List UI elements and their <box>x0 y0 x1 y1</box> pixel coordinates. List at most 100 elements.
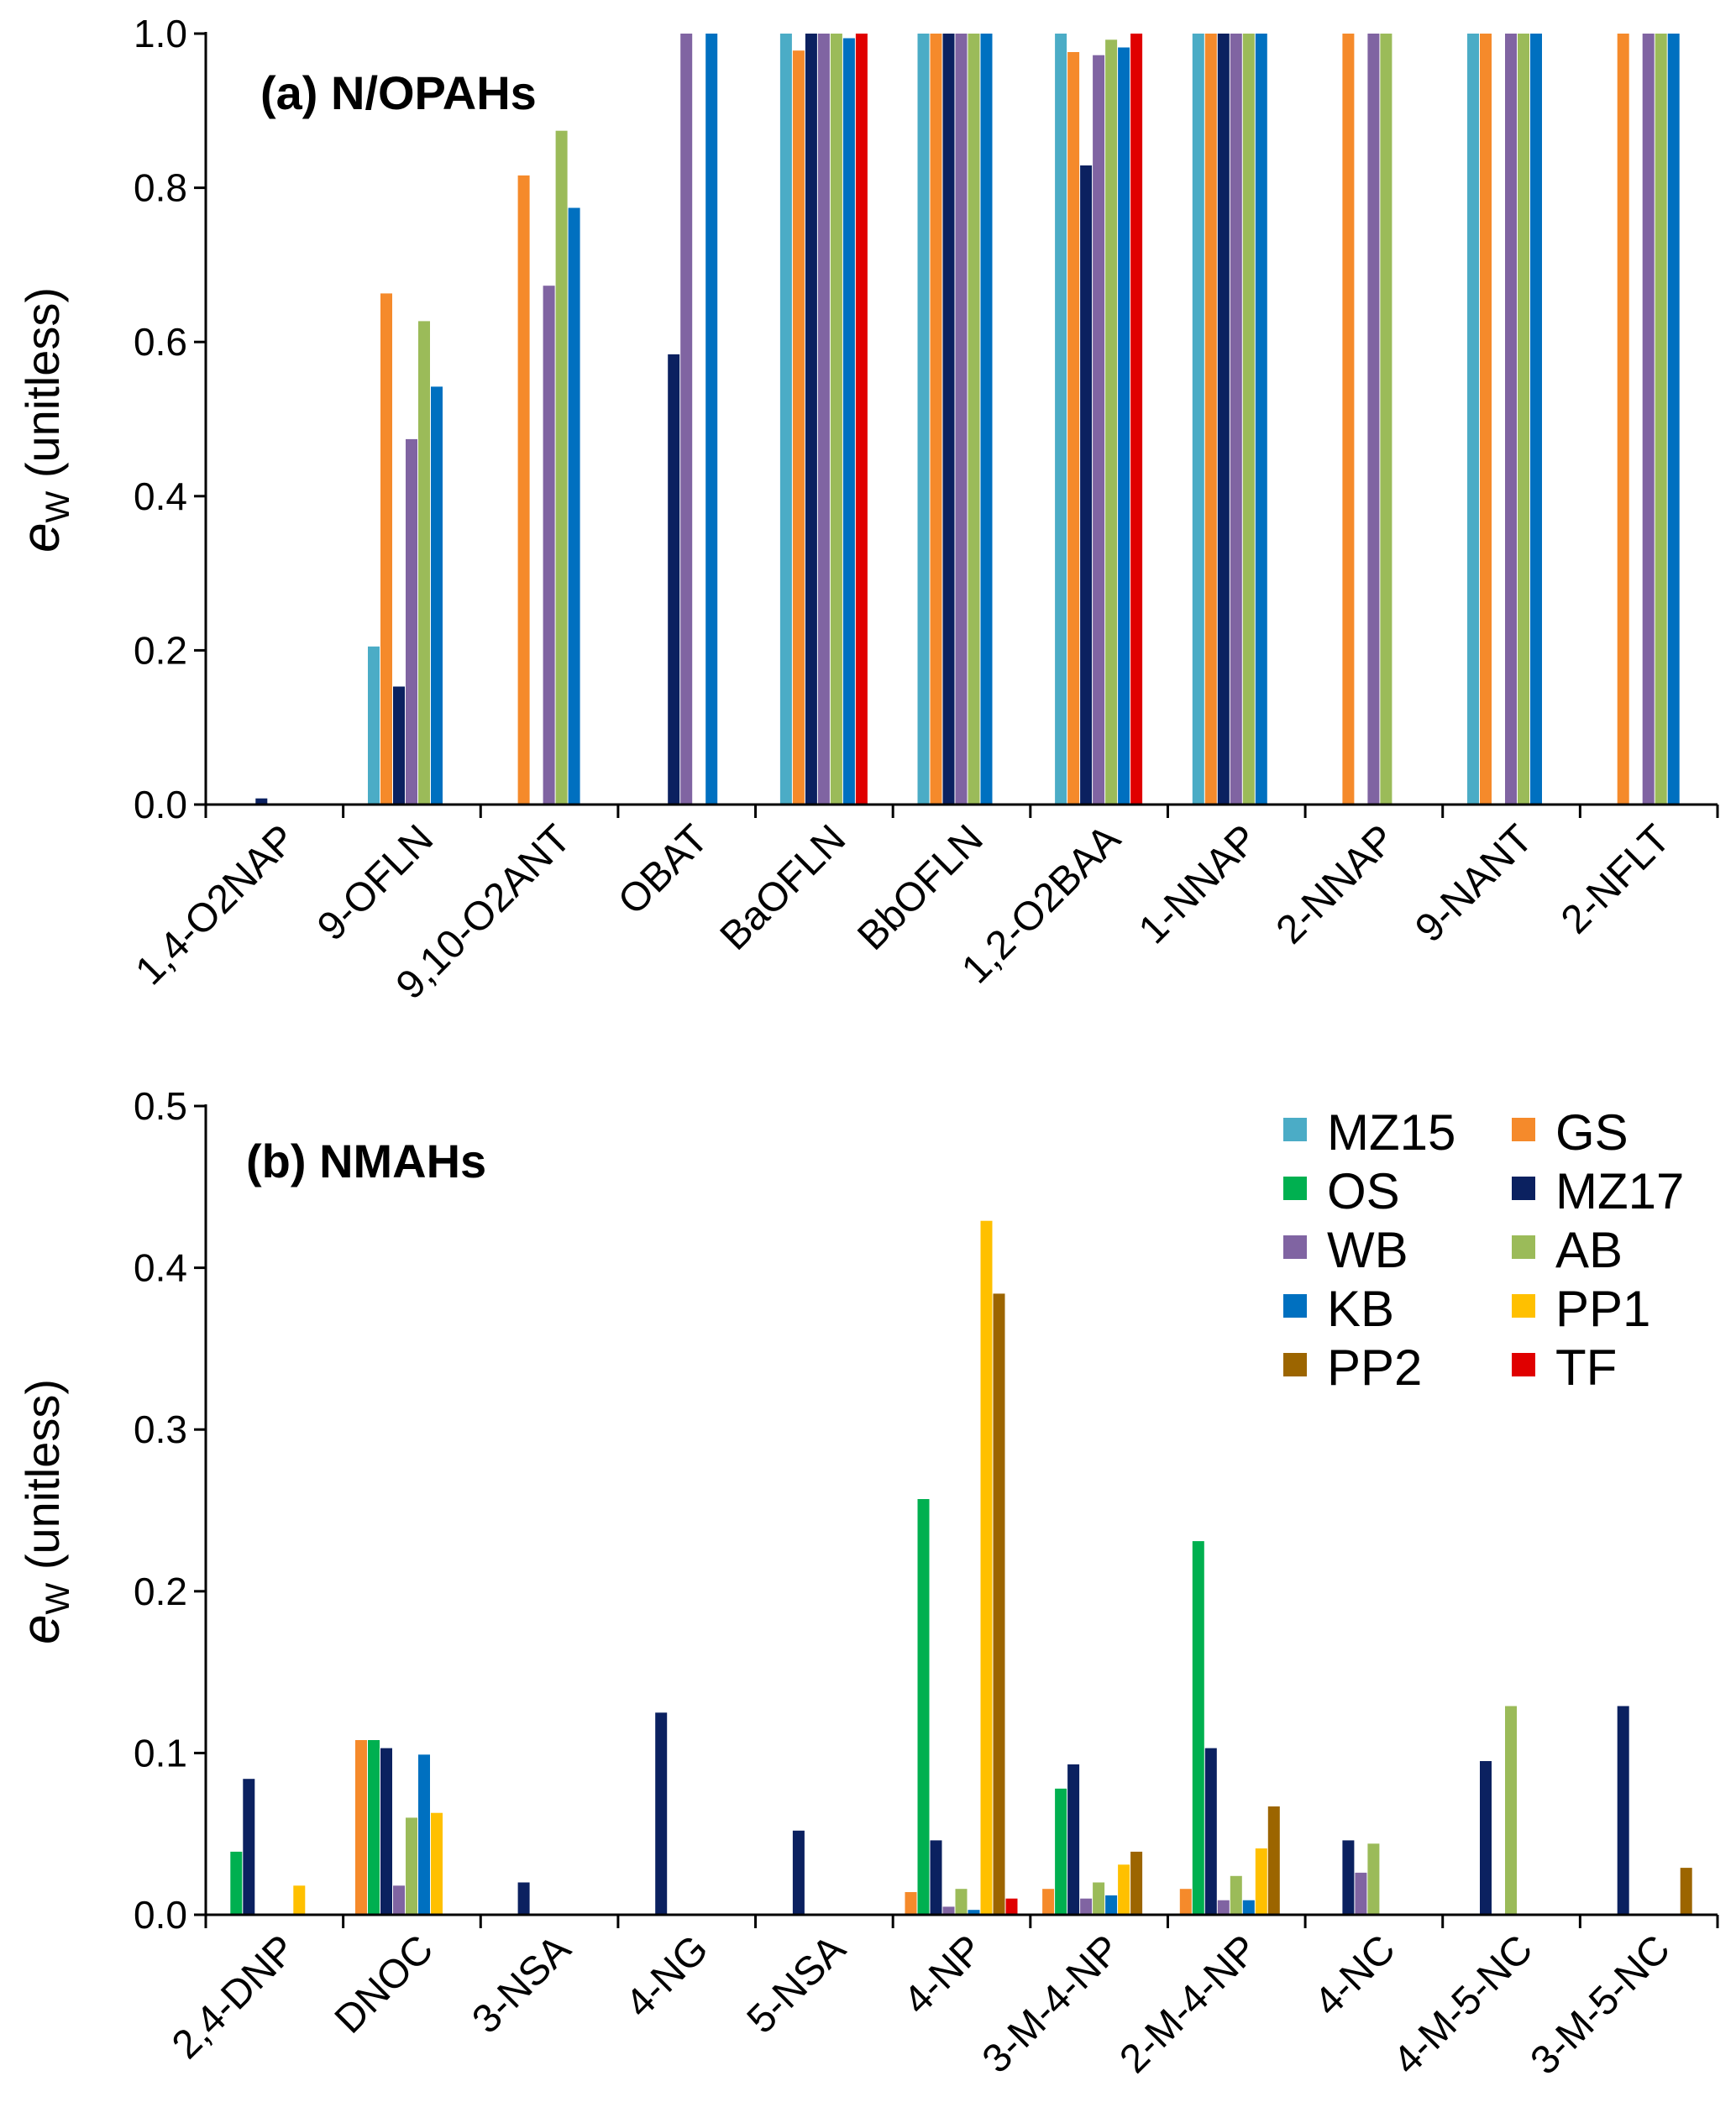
bar-TF-4-NP <box>1005 1898 1018 1915</box>
bar-AB-2-NNAP <box>1380 34 1392 805</box>
x-category-label: 5-NSA <box>739 1927 854 2042</box>
x-category-label: 3-NSA <box>464 1927 579 2042</box>
y-tick-label: 0.1 <box>134 1731 187 1775</box>
bar-AB-4-M-5-NC <box>1505 1706 1517 1915</box>
bar-AB-2-NFLT <box>1655 34 1667 805</box>
bar-MZ17-DNOC <box>380 1748 392 1915</box>
bar-AB-9-OFLN <box>418 321 430 805</box>
bars <box>230 1220 1692 1916</box>
bar-AB-BaOFLN <box>830 34 842 805</box>
bar-AB-3-M-4-NP <box>1093 1882 1105 1915</box>
bar-WB-4-NP <box>942 1906 955 1915</box>
bar-MZ17-3-NSA <box>517 1882 530 1915</box>
bar-KB-BbOFLN <box>980 34 993 805</box>
bar-WB-2-NFLT <box>1642 34 1655 805</box>
bar-WB-OBAT <box>680 34 693 805</box>
bar-MZ17-4-M-5-NC <box>1480 1761 1492 1915</box>
legend-label-AB: AB <box>1555 1222 1623 1278</box>
bar-GS-9-OFLN <box>380 293 392 805</box>
bar-MZ17-BaOFLN <box>805 34 817 805</box>
bar-AB-1,2-O2BAA <box>1105 39 1118 805</box>
panel-b-chart: 0.0 0.1 0.2 0.3 0.4 0.5 2,4-DNP DNOC 3-NSA 4-NG 5-… <box>10 1084 1719 2084</box>
bar-MZ15-1-NNAP <box>1192 34 1204 805</box>
bar-KB-2-NFLT <box>1667 34 1680 805</box>
bar-MZ17-4-NG <box>655 1712 668 1916</box>
bar-MZ17-1,2-O2BAA <box>1080 165 1093 805</box>
y-axis-title: eW (unitless) <box>10 1379 76 1644</box>
x-category-label: 3-M-4-NP <box>974 1927 1130 2082</box>
legend-swatch-OS <box>1283 1177 1307 1200</box>
bar-WB-1-NNAP <box>1230 34 1242 805</box>
bar-WB-2-NNAP <box>1367 34 1380 805</box>
bar-MZ15-9-NANT <box>1467 34 1479 805</box>
bar-AB-4-NC <box>1367 1843 1380 1915</box>
bar-PP1-4-NP <box>980 1220 993 1915</box>
bar-GS-DNOC <box>355 1740 367 1915</box>
x-category-label: 2-NFLT <box>1553 816 1679 942</box>
bar-TF-1,2-O2BAA <box>1130 34 1143 805</box>
y-tick-label: 0.5 <box>134 1084 187 1128</box>
bar-GS-2-M-4-NP <box>1179 1889 1192 1915</box>
bar-AB-DNOC <box>406 1817 417 1915</box>
bar-PP1-2,4-DNP <box>293 1885 306 1915</box>
x-category-label: 4-M-5-NC <box>1385 1927 1541 2083</box>
legend-swatch-MZ17 <box>1512 1177 1535 1200</box>
bar-MZ17-2,4-DNP <box>243 1779 255 1915</box>
bar-GS-3-M-4-NP <box>1042 1889 1055 1915</box>
legend-label-PP2: PP2 <box>1327 1339 1422 1396</box>
bar-WB-4-NC <box>1355 1872 1367 1915</box>
x-category-label: 2-NNAP <box>1268 816 1404 952</box>
bar-PP2-2-M-4-NP <box>1267 1806 1280 1915</box>
panel-title: (b) NMAHs <box>246 1135 486 1187</box>
legend-label-TF: TF <box>1555 1339 1617 1396</box>
bar-PP1-2-M-4-NP <box>1255 1848 1267 1915</box>
bar-OS-2-M-4-NP <box>1192 1541 1204 1915</box>
bar-MZ17-4-NP <box>930 1840 942 1915</box>
legend-swatch-PP1 <box>1512 1294 1535 1318</box>
legend-label-MZ17: MZ17 <box>1555 1163 1684 1219</box>
y-tick-label: 1.0 <box>134 12 187 55</box>
bar-KB-9-OFLN <box>431 386 443 805</box>
bar-MZ17-1,4-O2NAP <box>255 798 268 805</box>
bar-MZ17-2-M-4-NP <box>1204 1748 1217 1915</box>
bar-MZ17-BbOFLN <box>942 34 955 805</box>
y-tick-label: 0.0 <box>134 1893 187 1937</box>
x-category-label: 2,4-DNP <box>164 1927 305 2068</box>
bar-KB-1-NNAP <box>1255 34 1267 805</box>
y-tick-label: 0.3 <box>134 1408 187 1451</box>
legend-swatch-AB <box>1512 1235 1535 1259</box>
bar-GS-BbOFLN <box>930 34 942 805</box>
panel-a-chart: 0.00.20.40.60.81.01,4-O2NAP 9-OFLN9,10-O2… <box>10 12 1719 1008</box>
y-tick-label: 0.2 <box>134 628 187 672</box>
bar-OS-4-NP <box>917 1499 930 1915</box>
legend: MZ15 GS OS MZ17 WB AB KB PP1 PP2 TF <box>1283 1104 1684 1396</box>
bar-MZ15-9-OFLN <box>368 646 380 805</box>
legend-label-WB: WB <box>1327 1222 1408 1278</box>
x-category-label: 3-M-5-NC <box>1523 1927 1679 2083</box>
bar-KB-9-NANT <box>1530 34 1542 805</box>
legend-label-KB: KB <box>1327 1281 1394 1337</box>
bar-WB-9-NANT <box>1505 34 1517 805</box>
bar-AB-9,10-O2ANT <box>555 130 568 805</box>
y-tick-label: 0.4 <box>134 474 187 518</box>
bar-WB-1,2-O2BAA <box>1093 55 1105 805</box>
bar-MZ17-1-NNAP <box>1217 34 1230 805</box>
bar-GS-BaOFLN <box>792 50 805 805</box>
bar-MZ17-5-NSA <box>792 1830 805 1915</box>
bar-MZ17-OBAT <box>668 354 680 805</box>
bar-PP2-3-M-5-NC <box>1680 1868 1692 1915</box>
bar-WB-3-M-4-NP <box>1080 1898 1093 1915</box>
y-axis-title: eW (unitless) <box>10 287 76 553</box>
bar-KB-DNOC <box>418 1754 430 1915</box>
bar-GS-1,2-O2BAA <box>1067 52 1080 805</box>
y-tick-label: 0.2 <box>134 1570 187 1613</box>
bar-WB-BaOFLN <box>817 34 830 805</box>
bar-PP1-3-M-4-NP <box>1118 1864 1130 1915</box>
y-tick-label: 0.8 <box>134 166 187 210</box>
bar-OS-DNOC <box>368 1740 380 1915</box>
bar-AB-1-NNAP <box>1242 34 1255 805</box>
bar-PP1-DNOC <box>431 1812 443 1915</box>
bar-KB-3-M-4-NP <box>1105 1895 1118 1915</box>
bar-GS-2-NNAP <box>1342 34 1355 805</box>
legend-swatch-MZ15 <box>1283 1118 1307 1141</box>
